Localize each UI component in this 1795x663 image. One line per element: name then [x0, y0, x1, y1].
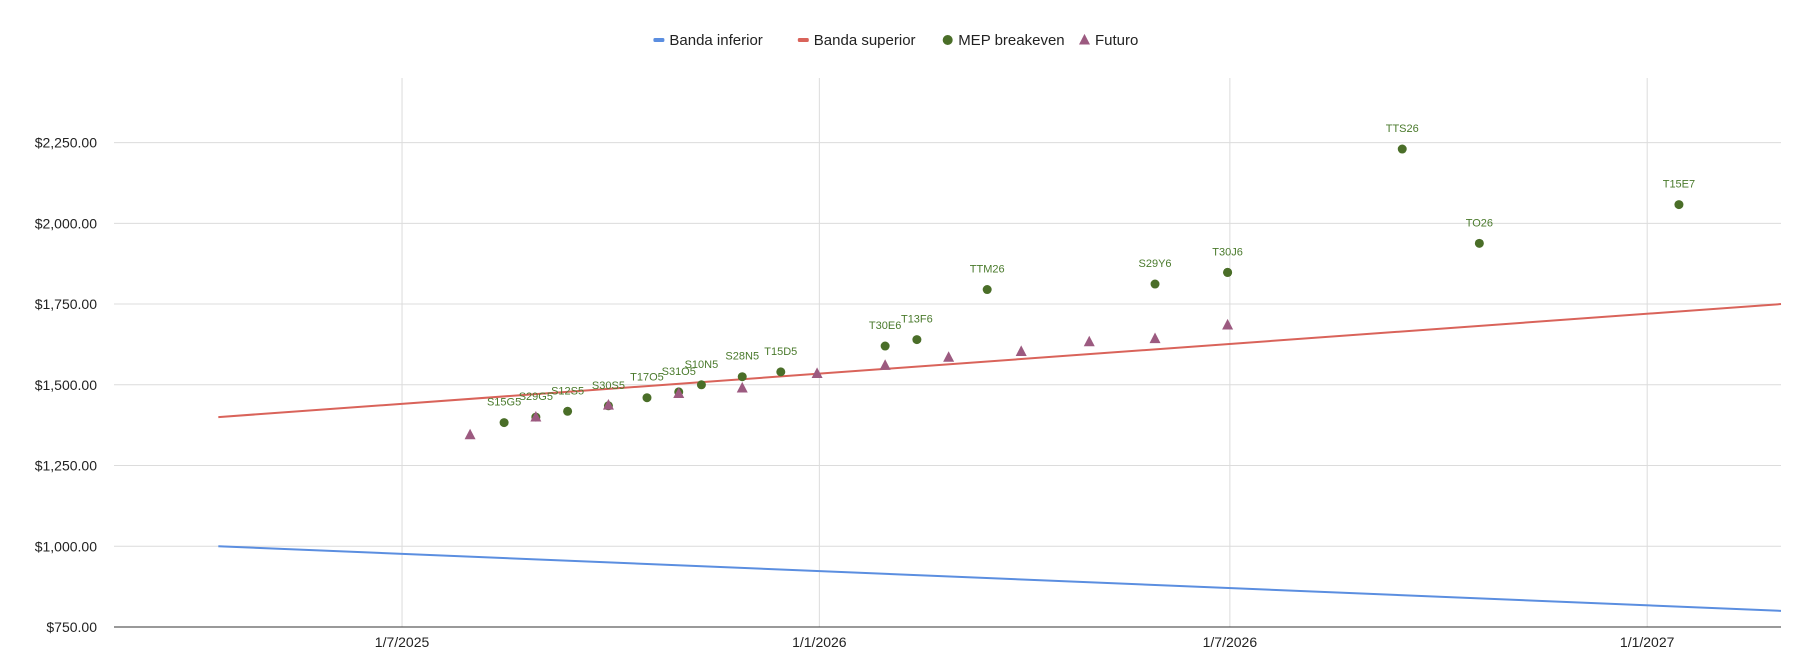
mep-breakeven-point: [880, 341, 890, 351]
point-label: S31O5: [662, 366, 696, 378]
legend-line-swatch: [797, 38, 809, 42]
futuro-point: [1222, 318, 1234, 330]
mep-breakeven-point: [737, 372, 747, 382]
mep-breakeven-point: [563, 406, 573, 416]
legend-item-banda-superior[interactable]: Banda superior: [797, 32, 916, 49]
y-tick-label: $1,000.00: [35, 538, 97, 554]
point-label: T17O5: [630, 372, 664, 384]
legend-label: Futuro: [1095, 32, 1138, 49]
point-label: S29Y6: [1139, 258, 1172, 270]
futuro-point: [879, 359, 891, 370]
mep-breakeven-point: [1150, 279, 1160, 289]
plot-area: [218, 144, 1782, 612]
futuro-point: [943, 351, 955, 362]
legend-triangle-swatch: [1079, 33, 1090, 45]
mep-breakeven-point: [776, 367, 786, 377]
futuro-point: [811, 367, 823, 378]
legend-item-futuro[interactable]: Futuro: [1079, 32, 1138, 49]
futuro-point: [464, 428, 476, 440]
futuro-point: [530, 410, 542, 422]
point-label: S10N5: [685, 359, 719, 371]
y-tick-label: $2,000.00: [35, 215, 97, 231]
series-line-banda-superior: [218, 303, 1782, 419]
futuro-point: [673, 387, 685, 398]
futuro-point: [1015, 345, 1027, 356]
point-label: S15G5: [487, 397, 521, 409]
x-tick-label: 1/1/2026: [792, 634, 847, 650]
legend-circle-swatch: [942, 35, 953, 45]
futuro-point: [736, 381, 748, 393]
point-label: S30S5: [592, 380, 625, 392]
mep-breakeven-point: [912, 335, 922, 345]
point-label: TTM26: [970, 264, 1005, 276]
futuro-point: [1149, 332, 1161, 344]
series-line-banda-inferior: [218, 545, 1782, 612]
x-tick-label: 1/7/2026: [1203, 634, 1258, 650]
legend[interactable]: Banda inferior Banda superior MEP breakeve…: [653, 32, 1138, 49]
mep-breakeven-point: [1474, 238, 1484, 248]
legend-label: Banda superior: [814, 32, 916, 49]
point-label: TTS26: [1386, 123, 1419, 135]
point-label: TO26: [1466, 217, 1493, 229]
y-tick-label: $1,250.00: [35, 458, 97, 474]
x-tick-label: 1/7/2025: [375, 634, 430, 650]
point-label: T30E6: [869, 320, 901, 332]
y-tick-label: $1,750.00: [35, 296, 97, 312]
legend-item-mep-breakeven[interactable]: MEP breakeven: [942, 32, 1065, 49]
legend-item-banda-inferior[interactable]: Banda inferior: [653, 32, 763, 49]
axes: $750.00 $1,000.00 $1,250.00 $1,500.00 $1,750…: [35, 135, 1781, 650]
point-label: T15D5: [764, 346, 797, 358]
point-label: S28N5: [725, 351, 759, 363]
mep-breakeven-point: [499, 418, 509, 428]
y-tick-label: $750.00: [46, 619, 97, 635]
mep-breakeven-point: [1397, 144, 1407, 154]
x-tick-label: 1/1/2027: [1620, 634, 1675, 650]
mep-breakeven-point: [642, 393, 652, 403]
mep-breakeven-point: [1223, 267, 1233, 277]
legend-label: Banda inferior: [669, 32, 762, 49]
y-tick-label: $2,250.00: [35, 135, 97, 151]
point-label: T30J6: [1212, 246, 1243, 258]
futuro-point: [602, 399, 614, 410]
futuro-point: [1083, 335, 1095, 347]
point-label: T15E7: [1663, 179, 1695, 191]
legend-label: MEP breakeven: [958, 32, 1064, 49]
point-label: S29G5: [519, 391, 553, 403]
grid: [114, 78, 1781, 628]
legend-line-swatch: [653, 38, 665, 42]
point-label: T13F6: [901, 314, 933, 326]
mep-breakeven-point: [982, 285, 992, 295]
point-label: S12S5: [551, 385, 584, 397]
mep-breakeven-point: [1674, 200, 1684, 210]
y-tick-label: $1,500.00: [35, 377, 97, 393]
mep-breakeven-point: [696, 380, 706, 390]
